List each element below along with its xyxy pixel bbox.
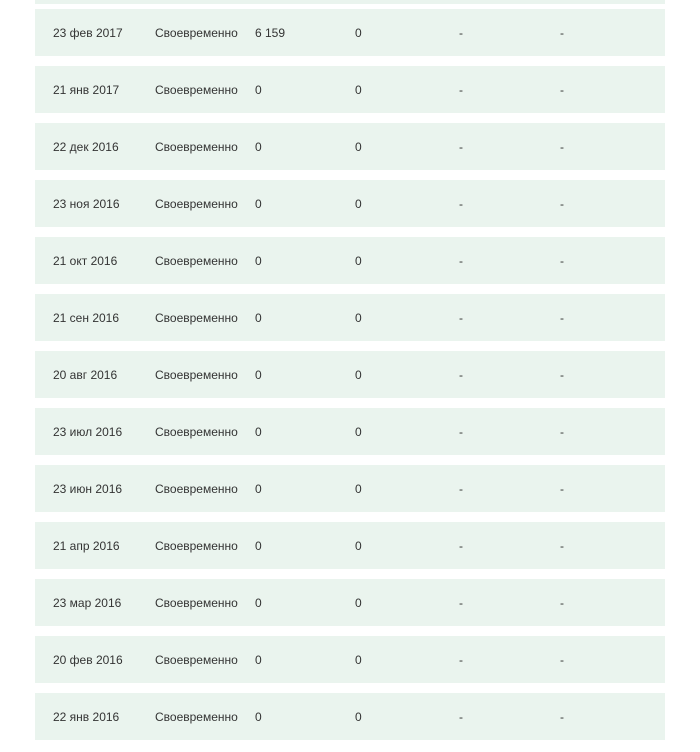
payment-status: Своевременно xyxy=(155,652,238,667)
value-column-6: - xyxy=(560,253,564,268)
payment-amount: 0 xyxy=(255,595,262,610)
overdue-amount: 0 xyxy=(355,196,362,211)
value-column-5: - xyxy=(459,253,463,268)
overdue-amount: 0 xyxy=(355,253,362,268)
payment-date: 20 авг 2016 xyxy=(53,367,118,382)
value-column-6: - xyxy=(560,652,564,667)
value-column-6: - xyxy=(560,709,564,724)
table-row: 20 фев 2016 Своевременно 0 0 - - xyxy=(35,636,665,683)
payment-date: 23 мар 2016 xyxy=(53,595,122,610)
payment-amount: 0 xyxy=(255,82,262,97)
payment-amount: 0 xyxy=(255,481,262,496)
value-column-6: - xyxy=(560,139,564,154)
payment-amount: 0 xyxy=(255,367,262,382)
value-column-6: - xyxy=(560,424,564,439)
payment-date: 23 ноя 2016 xyxy=(53,196,120,211)
value-column-5: - xyxy=(459,481,463,496)
value-column-5: - xyxy=(459,709,463,724)
overdue-amount: 0 xyxy=(355,652,362,667)
table-row: 23 ноя 2016 Своевременно 0 0 - - xyxy=(35,180,665,227)
payment-amount: 0 xyxy=(255,196,262,211)
table-row: 21 окт 2016 Своевременно 0 0 - - xyxy=(35,237,665,284)
value-column-5: - xyxy=(459,595,463,610)
table-rows-container: 23 фев 2017 Своевременно 6 159 0 - - 21 … xyxy=(35,9,665,740)
payment-date: 21 сен 2016 xyxy=(53,310,120,325)
payment-date: 23 июл 2016 xyxy=(53,424,123,439)
payment-status: Своевременно xyxy=(155,367,238,382)
value-column-5: - xyxy=(459,139,463,154)
overdue-amount: 0 xyxy=(355,139,362,154)
value-column-5: - xyxy=(459,82,463,97)
payment-date: 21 окт 2016 xyxy=(53,253,118,268)
payment-status: Своевременно xyxy=(155,82,238,97)
overdue-amount: 0 xyxy=(355,25,362,40)
payment-date: 21 апр 2016 xyxy=(53,538,120,553)
payment-amount: 6 159 xyxy=(255,25,286,40)
value-column-6: - xyxy=(560,196,564,211)
table-row: 21 сен 2016 Своевременно 0 0 - - xyxy=(35,294,665,341)
value-column-5: - xyxy=(459,25,463,40)
payment-status: Своевременно xyxy=(155,709,238,724)
payment-date: 23 фев 2017 xyxy=(53,25,123,40)
value-column-5: - xyxy=(459,652,463,667)
table-row-partial-top xyxy=(35,0,665,4)
payment-date: 23 июн 2016 xyxy=(53,481,123,496)
overdue-amount: 0 xyxy=(355,424,362,439)
value-column-6: - xyxy=(560,25,564,40)
overdue-amount: 0 xyxy=(355,481,362,496)
value-column-6: - xyxy=(560,367,564,382)
payment-amount: 0 xyxy=(255,310,262,325)
payment-date: 21 янв 2017 xyxy=(53,82,120,97)
payment-amount: 0 xyxy=(255,253,262,268)
payment-status: Своевременно xyxy=(155,538,238,553)
payment-amount: 0 xyxy=(255,652,262,667)
overdue-amount: 0 xyxy=(355,709,362,724)
table-row: 23 июн 2016 Своевременно 0 0 - - xyxy=(35,465,665,512)
payment-status: Своевременно xyxy=(155,310,238,325)
value-column-5: - xyxy=(459,424,463,439)
overdue-amount: 0 xyxy=(355,82,362,97)
table-row: 23 мар 2016 Своевременно 0 0 - - xyxy=(35,579,665,626)
payment-status: Своевременно xyxy=(155,253,238,268)
table-row: 22 дек 2016 Своевременно 0 0 - - xyxy=(35,123,665,170)
value-column-5: - xyxy=(459,367,463,382)
payment-amount: 0 xyxy=(255,709,262,724)
payment-amount: 0 xyxy=(255,139,262,154)
value-column-5: - xyxy=(459,310,463,325)
payment-amount: 0 xyxy=(255,424,262,439)
payment-status: Своевременно xyxy=(155,481,238,496)
payment-date: 22 дек 2016 xyxy=(53,139,119,154)
value-column-6: - xyxy=(560,481,564,496)
payment-date: 22 янв 2016 xyxy=(53,709,120,724)
overdue-amount: 0 xyxy=(355,310,362,325)
value-column-6: - xyxy=(560,82,564,97)
overdue-amount: 0 xyxy=(355,538,362,553)
table-row: 23 июл 2016 Своевременно 0 0 - - xyxy=(35,408,665,455)
payment-status: Своевременно xyxy=(155,595,238,610)
table-row: 21 апр 2016 Своевременно 0 0 - - xyxy=(35,522,665,569)
payment-history-table: 23 фев 2017 Своевременно 6 159 0 - - 21 … xyxy=(35,0,665,740)
table-row: 22 янв 2016 Своевременно 0 0 - - xyxy=(35,693,665,740)
value-column-6: - xyxy=(560,310,564,325)
value-column-6: - xyxy=(560,595,564,610)
value-column-5: - xyxy=(459,196,463,211)
overdue-amount: 0 xyxy=(355,367,362,382)
payment-date: 20 фев 2016 xyxy=(53,652,123,667)
payment-status: Своевременно xyxy=(155,25,238,40)
value-column-6: - xyxy=(560,538,564,553)
payment-status: Своевременно xyxy=(155,196,238,211)
payment-status: Своевременно xyxy=(155,139,238,154)
table-row: 21 янв 2017 Своевременно 0 0 - - xyxy=(35,66,665,113)
table-row: 23 фев 2017 Своевременно 6 159 0 - - xyxy=(35,9,665,56)
table-row: 20 авг 2016 Своевременно 0 0 - - xyxy=(35,351,665,398)
overdue-amount: 0 xyxy=(355,595,362,610)
value-column-5: - xyxy=(459,538,463,553)
payment-status: Своевременно xyxy=(155,424,238,439)
payment-amount: 0 xyxy=(255,538,262,553)
